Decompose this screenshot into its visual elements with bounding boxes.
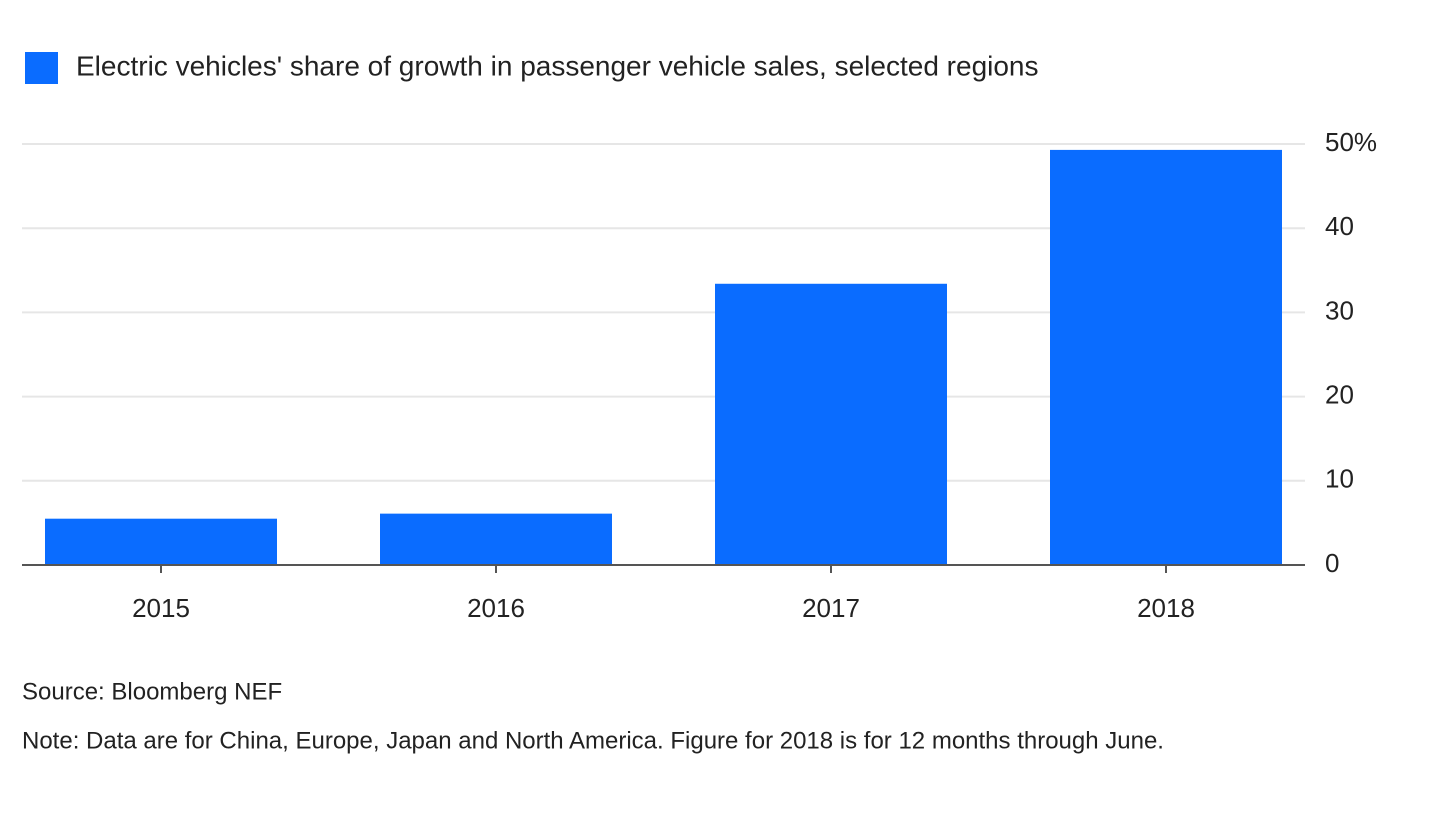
y-tick-label: 40 [1325, 211, 1354, 241]
y-tick-label: 20 [1325, 379, 1354, 409]
x-tick-label: 2016 [467, 593, 525, 623]
legend-swatch [25, 52, 58, 84]
source: Source: Bloomberg NEF [22, 678, 282, 705]
bar [1050, 149, 1282, 566]
note: Note: Data are for China, Europe, Japan … [22, 727, 1164, 754]
y-tick-label: 50% [1325, 127, 1377, 157]
bar [380, 513, 612, 565]
x-tick-label: 2015 [132, 593, 190, 623]
bar [715, 283, 947, 565]
y-tick-label: 30 [1325, 295, 1354, 325]
legend-label: Electric vehicles' share of growth in pa… [76, 50, 1039, 81]
x-tick-label: 2017 [802, 593, 860, 623]
x-tick-label: 2018 [1137, 593, 1195, 623]
y-tick-label: 0 [1325, 548, 1339, 578]
bar [45, 518, 277, 565]
y-tick-label: 10 [1325, 464, 1354, 494]
